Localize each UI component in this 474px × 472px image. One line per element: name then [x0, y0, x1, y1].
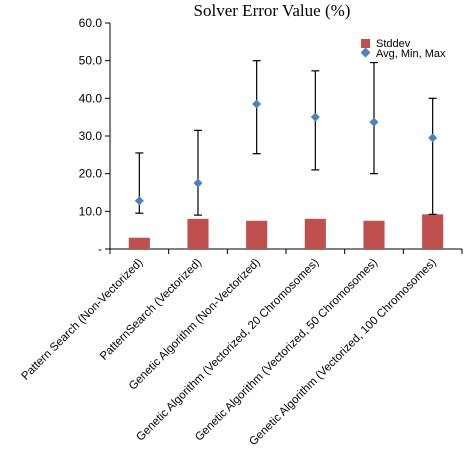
avg-marker [252, 99, 262, 109]
stddev-bar [187, 218, 209, 249]
y-tick-label: 20.0 [79, 167, 103, 181]
x-category-label: PatternSearch (Vectorized) [98, 257, 204, 363]
y-axis: - 10.0 20.0 30.0 40.0 50.0 60.0 [79, 16, 111, 256]
stddev-bar [246, 220, 268, 249]
legend-stddev-label: Stddev [376, 38, 411, 50]
avg-marker [310, 112, 320, 122]
y-tick-label: 50.0 [79, 54, 103, 68]
avg-marker [428, 133, 438, 143]
avg-marker [369, 117, 379, 127]
avg-markers [134, 99, 438, 206]
x-category-label: Genetic Algorithm (Non-Vectorized) [127, 257, 263, 393]
x-axis: Pattern Search (Non-Vectorized)PatternSe… [19, 248, 463, 448]
legend-stddev-swatch [361, 39, 370, 48]
stddev-bar [422, 214, 444, 249]
legend-avg-label: Avg, Min, Max [376, 48, 446, 60]
y-tick-label: 40.0 [79, 91, 103, 105]
y-tick-label: - [98, 242, 102, 256]
stddev-bar [363, 220, 385, 249]
avg-marker [193, 178, 203, 188]
stddev-bar [304, 218, 326, 249]
avg-marker [134, 196, 144, 206]
min-max-error-bars [135, 60, 437, 216]
y-tick-label: 10.0 [79, 204, 103, 218]
legend-avg-marker [360, 47, 371, 58]
legend: Stddev Avg, Min, Max [360, 38, 446, 60]
stddev-bar [128, 237, 150, 249]
x-category-label: Pattern Search (Non-Vectorized) [19, 257, 145, 383]
y-tick-label: 30.0 [79, 129, 103, 143]
chart-title: Solver Error Value (%) [194, 1, 351, 20]
y-tick-label: 60.0 [79, 16, 103, 30]
stddev-bars [128, 214, 444, 249]
